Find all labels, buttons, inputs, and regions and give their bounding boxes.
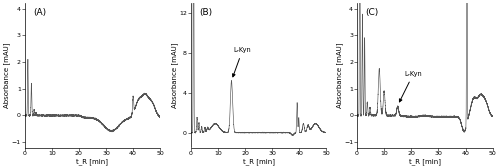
Text: L-Kyn: L-Kyn bbox=[232, 47, 252, 77]
Y-axis label: Absorbance [mAU]: Absorbance [mAU] bbox=[171, 43, 177, 108]
Y-axis label: Absorbance [mAU]: Absorbance [mAU] bbox=[336, 43, 342, 108]
Text: (C): (C) bbox=[365, 8, 378, 17]
X-axis label: t_R [min]: t_R [min] bbox=[242, 158, 274, 164]
X-axis label: t_R [min]: t_R [min] bbox=[76, 158, 108, 164]
Text: (A): (A) bbox=[33, 8, 46, 17]
Text: L-Kyn: L-Kyn bbox=[400, 71, 422, 102]
X-axis label: t_R [min]: t_R [min] bbox=[409, 158, 441, 164]
Text: (B): (B) bbox=[199, 8, 212, 17]
Y-axis label: Absorbance [mAU]: Absorbance [mAU] bbox=[4, 43, 10, 108]
